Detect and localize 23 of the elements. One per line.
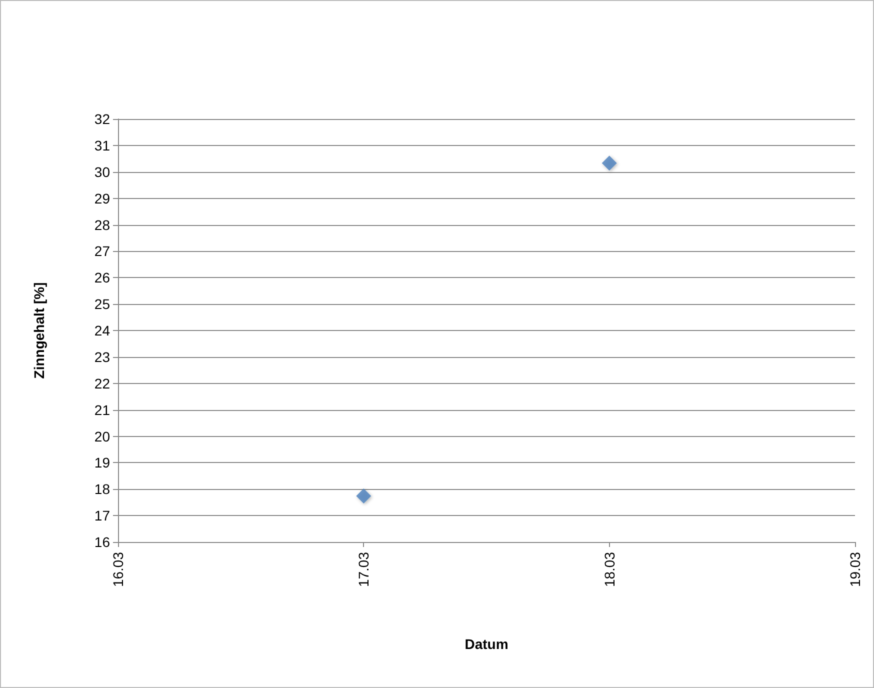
x-tick-label: 19.03	[847, 552, 863, 588]
x-tick-label: 17.03	[356, 552, 372, 588]
y-tick-label: 21	[94, 402, 110, 418]
y-tick-label: 24	[94, 322, 110, 338]
y-axis-title: Zinngehalt [%]	[31, 282, 47, 379]
y-tick-label: 17	[94, 508, 110, 524]
x-tick-label: 16.03	[110, 552, 126, 588]
y-tick-label: 23	[94, 348, 110, 365]
y-tick-label: 26	[94, 270, 110, 286]
x-tick-label: 18.03	[601, 552, 618, 588]
y-tick-label: 31	[94, 137, 110, 154]
y-tick-label: 18	[94, 481, 110, 498]
y-tick-label: 16	[94, 534, 110, 550]
y-tick-label: 29	[94, 190, 110, 206]
x-axis-title: Datum	[464, 636, 508, 652]
y-tick-label: 27	[94, 243, 110, 260]
y-tick-label: 19	[94, 454, 110, 471]
y-tick-label: 25	[94, 296, 110, 312]
y-tick-label: 30	[94, 164, 110, 180]
y-tick-label: 32	[94, 111, 110, 127]
y-tick-label: 28	[94, 216, 110, 233]
y-tick-label: 20	[94, 428, 110, 444]
y-tick-label: 22	[94, 375, 110, 392]
